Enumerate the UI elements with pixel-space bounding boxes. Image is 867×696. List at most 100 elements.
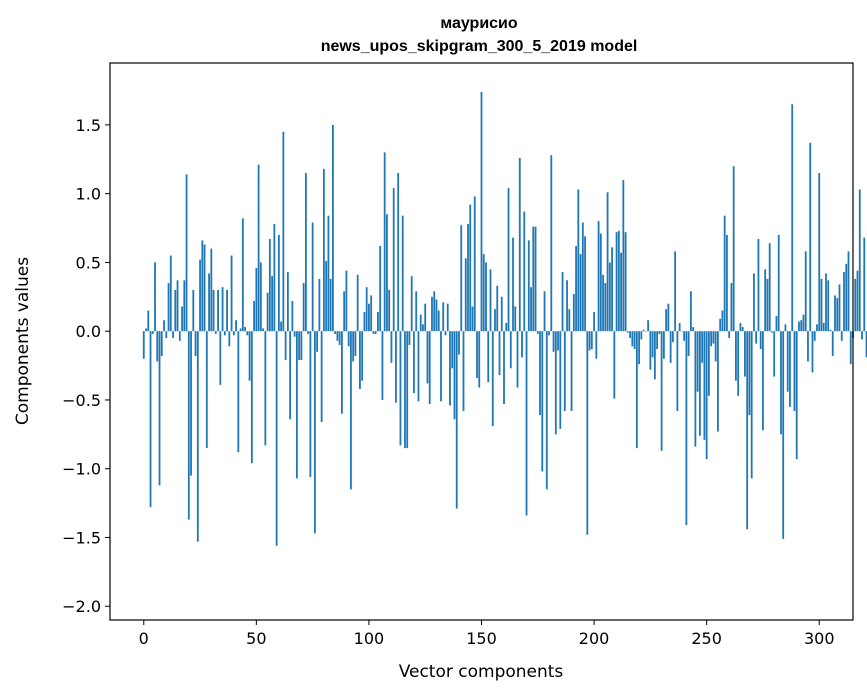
bar (599, 233, 602, 332)
bar (235, 320, 237, 332)
bar (843, 272, 845, 332)
bar (350, 331, 352, 490)
bar (712, 331, 715, 344)
bar (703, 331, 706, 440)
y-axis-label: Components values (13, 257, 33, 425)
bar (552, 331, 555, 352)
bar (223, 331, 226, 336)
bar (284, 331, 287, 361)
bar (575, 245, 577, 332)
bar (505, 322, 508, 332)
bar (708, 331, 710, 396)
bar (406, 331, 409, 449)
bar (633, 331, 636, 350)
bar (764, 269, 767, 332)
bar (861, 331, 863, 340)
bar (791, 104, 794, 332)
bar (827, 280, 830, 332)
bar (192, 289, 195, 332)
bar (503, 331, 505, 405)
bar (196, 331, 199, 542)
bar (649, 331, 652, 370)
bar (834, 295, 836, 332)
chart-title: маурисио (440, 15, 518, 32)
bar (354, 331, 357, 356)
bar (248, 331, 251, 381)
chart-subtitle: news_upos_skipgram_300_5_2019 model (321, 38, 638, 55)
plot-frame (109, 62, 854, 621)
bar (275, 331, 278, 546)
y-tick-label: −1.0 (62, 460, 101, 479)
bar (424, 303, 427, 332)
bar (426, 331, 429, 384)
x-tick-label: 300 (804, 629, 835, 648)
bar (453, 331, 456, 420)
bar (178, 331, 181, 341)
x-tick-label: 250 (691, 629, 722, 648)
bar (316, 331, 319, 352)
bar (381, 331, 384, 400)
bar (811, 331, 814, 373)
bar (471, 306, 474, 332)
bar (570, 331, 573, 411)
bar (176, 280, 179, 332)
bar (714, 331, 717, 362)
bar (527, 240, 530, 332)
bar (289, 331, 292, 420)
bar (158, 331, 161, 486)
bar (383, 152, 386, 332)
bar (626, 331, 629, 333)
bar (194, 331, 197, 356)
bar (816, 324, 818, 332)
bar (334, 331, 337, 334)
bar (336, 331, 339, 341)
bar (199, 259, 201, 332)
bar (798, 321, 800, 332)
bar (849, 331, 852, 365)
bar (685, 331, 688, 526)
bar (683, 331, 686, 341)
bar (604, 283, 607, 332)
bar (185, 174, 188, 332)
bar (154, 262, 156, 332)
bar (174, 289, 177, 332)
bar (455, 331, 458, 509)
bar (726, 234, 728, 332)
bar (433, 291, 436, 332)
bar (809, 142, 812, 332)
bar (586, 331, 589, 535)
bar (500, 296, 503, 332)
bar (435, 299, 438, 332)
bar (559, 331, 562, 429)
bar (579, 254, 582, 332)
bar (818, 173, 821, 332)
bar (836, 298, 839, 332)
bar (345, 270, 348, 332)
bar (759, 331, 762, 350)
bar (313, 331, 316, 534)
bar (863, 237, 866, 332)
bar (710, 331, 713, 347)
bar (404, 331, 406, 449)
bar (744, 331, 746, 377)
bar (379, 245, 382, 332)
bar (203, 244, 206, 332)
bar (302, 283, 305, 332)
bar (368, 303, 370, 332)
bar (671, 331, 674, 343)
bar (771, 331, 773, 333)
bar (858, 189, 861, 332)
bar (813, 331, 816, 341)
bar (401, 215, 404, 332)
bar (534, 226, 537, 332)
bars-group (142, 91, 867, 546)
bar (291, 300, 294, 332)
bar (282, 131, 285, 332)
bar (602, 274, 604, 332)
bar (723, 215, 726, 332)
bar (606, 192, 609, 332)
bar (550, 155, 553, 332)
bar (410, 276, 413, 332)
bar (190, 331, 192, 476)
bar (397, 173, 400, 332)
